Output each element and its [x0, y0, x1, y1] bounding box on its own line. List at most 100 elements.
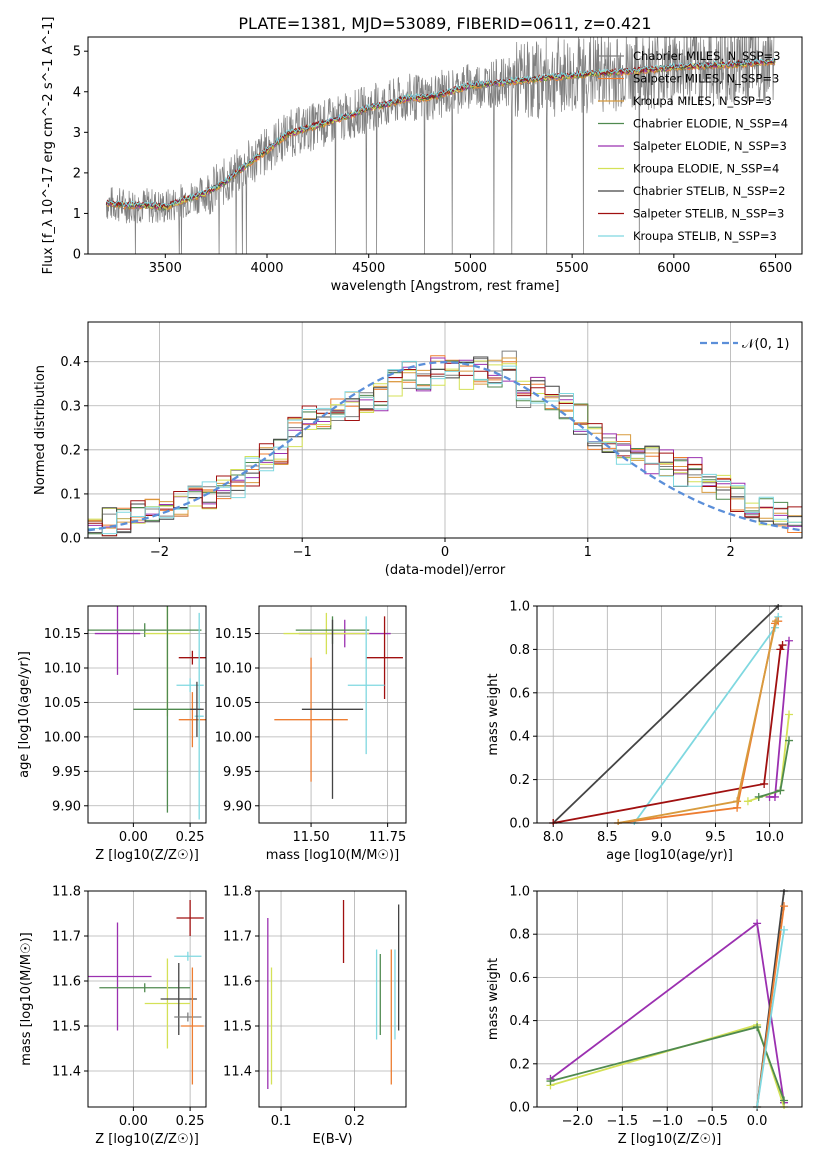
y-tick-label: 0.6 [509, 971, 530, 986]
y-tick-label: 9.90 [223, 799, 252, 814]
y-tick-label: 0.8 [509, 928, 530, 943]
y-tick-label: 10.05 [215, 696, 252, 711]
y-tick-label: 1 [73, 207, 81, 222]
series-observed-spectrum [105, 37, 775, 254]
figure-title: PLATE=1381, MJD=53089, FIBERID=0611, z=0… [238, 14, 651, 33]
y-tick-label: 10.10 [44, 662, 81, 677]
weight-vs-age-frame [536, 605, 803, 824]
y-tick-label: 9.90 [52, 799, 81, 814]
legend-label: Kroupa STELIB, N_SSP=3 [633, 229, 777, 243]
y-tick-label: 1.0 [509, 885, 530, 900]
y-tick-label: 4 [73, 85, 81, 100]
age-vs-mass-frame [258, 605, 407, 824]
weight-marker [778, 641, 787, 650]
y-tick-label: 2 [73, 166, 81, 181]
weight-line-chabrier-stelib [552, 605, 779, 824]
age-vs-Z-xlabel: Z [log10(Z/Z☉)] [95, 848, 199, 863]
x-tick-label: 9.5 [705, 830, 726, 845]
y-tick-label: 10.10 [215, 662, 252, 677]
y-tick-label: 3 [73, 126, 81, 141]
weight-marker [760, 779, 769, 788]
x-tick-label: 0.25 [176, 830, 205, 845]
y-tick-label: 11.7 [52, 930, 81, 945]
age-vs-Z-ylabel: age [log10(age/yr)] [17, 651, 32, 778]
y-tick-label: 11.6 [52, 975, 81, 990]
x-tick-label: −1.5 [607, 1114, 639, 1129]
x-tick-label: 4500 [352, 261, 385, 276]
y-tick-label: 10.00 [215, 730, 252, 745]
weight-marker [743, 797, 752, 806]
y-tick-label: 0.0 [509, 1101, 530, 1116]
y-tick-label: 0.0 [509, 817, 530, 832]
y-tick-label: 0.2 [60, 443, 81, 458]
weight-line-kroupa-miles [617, 621, 777, 824]
y-tick-label: 0.6 [509, 686, 530, 701]
x-tick-label: −1.0 [651, 1114, 683, 1129]
y-tick-label: 0.2 [509, 1057, 530, 1072]
y-tick-label: 11.6 [223, 975, 252, 990]
weight-vs-age-ylabel: mass weight [486, 673, 501, 755]
legend-label: Salpeter ELODIE, N_SSP=3 [633, 139, 787, 153]
y-tick-label: 0.4 [509, 1014, 530, 1029]
weight-line-kroupa-stelib [633, 616, 780, 824]
mass-vs-Z-points [88, 900, 204, 1085]
weight-vs-Z-ylabel: mass weight [486, 958, 501, 1040]
weight-vs-Z-frame [536, 890, 803, 1108]
weight-marker [780, 1096, 789, 1105]
y-tick-label: 0.3 [60, 399, 81, 414]
spectrum-lines [105, 37, 776, 254]
weight-marker [776, 786, 785, 795]
y-tick-label: 11.7 [223, 930, 252, 945]
spectrum-ylabel: Flux [f_λ 10^-17 erg cm^-2 s^-1 A^-1] [41, 17, 56, 275]
weight-marker [785, 636, 794, 645]
legend-label: Salpeter MILES, N_SSP=3 [633, 72, 779, 86]
weight-marker [753, 1023, 762, 1032]
x-tick-label: 0.00 [119, 830, 148, 845]
y-tick-label: 10.00 [44, 730, 81, 745]
weight-vs-age-xlabel: age [log10(age/yr)] [606, 848, 733, 863]
weight-marker [770, 792, 779, 801]
y-tick-label: 0.4 [60, 355, 81, 370]
x-tick-label: 11.50 [292, 830, 329, 845]
weight-line-salpeter-stelib [553, 644, 784, 824]
y-tick-label: 9.95 [223, 765, 252, 780]
weight-vs-age-lines [549, 604, 794, 825]
mass-vs-ebv-points [267, 900, 400, 1089]
y-tick-label: 0.4 [509, 730, 530, 745]
mass-vs-Z-axes: 0.00 0.25 11.4 11.5 11.6 11.7 11.8 [52, 885, 206, 1129]
legend-label: Kroupa MILES, N_SSP=3 [633, 94, 772, 108]
x-tick-label: 10.0 [755, 830, 784, 845]
y-tick-label: 0.0 [60, 532, 81, 547]
y-tick-label: 5 [73, 45, 81, 60]
y-tick-label: 11.4 [52, 1065, 81, 1080]
x-tick-label: 6000 [657, 261, 690, 276]
y-tick-label: 11.5 [223, 1020, 252, 1035]
x-tick-label: 1 [584, 545, 592, 560]
x-tick-label: 0.1 [271, 1114, 292, 1129]
x-tick-label: 0.2 [344, 1114, 365, 1129]
x-tick-label: −0.5 [696, 1114, 728, 1129]
mass-vs-Z-frame [87, 890, 207, 1108]
weight-marker [776, 645, 785, 654]
series-chabrier-elodie [105, 60, 776, 211]
age-vs-Z-points [88, 606, 206, 820]
y-tick-label: 0.1 [60, 487, 81, 502]
legend-label: Chabrier ELODIE, N_SSP=4 [633, 117, 788, 131]
x-tick-label: −2.0 [562, 1114, 594, 1129]
x-tick-label: 0.00 [119, 1114, 148, 1129]
weight-marker [733, 797, 742, 806]
age-vs-Z-frame [87, 605, 207, 824]
mass-vs-Z-ylabel: mass [log10(M/M☉)] [19, 932, 34, 1065]
x-tick-label: 3500 [149, 261, 182, 276]
spectrum-legend: Chabrier MILES, N_SSP=3 Salpeter MILES, N… [598, 49, 788, 243]
y-tick-label: 11.8 [52, 885, 81, 900]
age-vs-mass-xlabel: mass [log10(M/M☉)] [266, 848, 399, 863]
weight-marker [753, 919, 762, 928]
x-tick-label: 5500 [556, 261, 589, 276]
residuals-ylabel: Normed distribution [33, 365, 48, 495]
weight-marker [772, 617, 781, 626]
y-tick-label: 11.8 [223, 885, 252, 900]
age-vs-Z-axes: 0.00 0.25 9.90 9.95 10.00 10.05 10.10 10.15 [44, 606, 206, 845]
spectrum-frame [87, 36, 803, 255]
